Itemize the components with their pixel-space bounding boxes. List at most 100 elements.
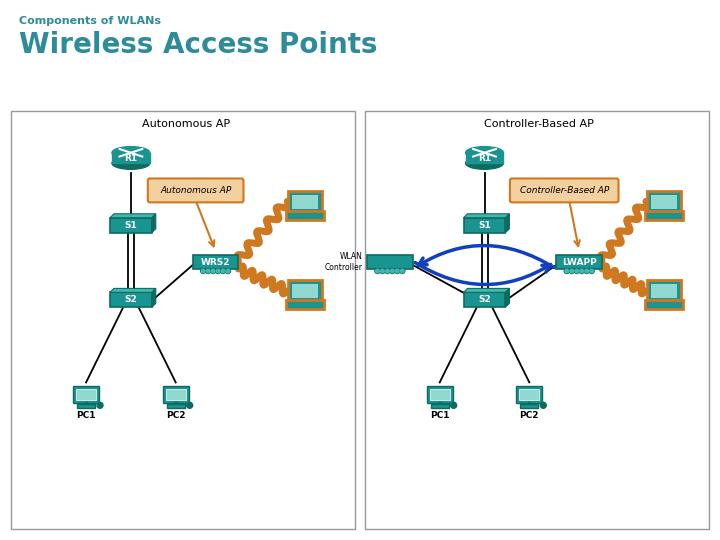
Text: PC2: PC2 xyxy=(520,411,539,420)
Text: S1: S1 xyxy=(478,221,491,230)
Ellipse shape xyxy=(112,147,150,159)
Circle shape xyxy=(97,402,103,408)
FancyBboxPatch shape xyxy=(148,179,243,202)
FancyBboxPatch shape xyxy=(288,191,322,213)
Text: R1: R1 xyxy=(478,154,491,163)
Circle shape xyxy=(206,268,210,273)
FancyBboxPatch shape xyxy=(645,300,683,309)
Circle shape xyxy=(564,268,570,273)
Circle shape xyxy=(220,268,225,273)
FancyBboxPatch shape xyxy=(464,292,505,307)
FancyBboxPatch shape xyxy=(166,389,186,400)
FancyBboxPatch shape xyxy=(365,111,708,529)
Circle shape xyxy=(380,268,385,273)
Polygon shape xyxy=(110,288,156,292)
Circle shape xyxy=(216,269,220,273)
FancyBboxPatch shape xyxy=(292,285,318,299)
FancyBboxPatch shape xyxy=(367,255,413,269)
Circle shape xyxy=(589,268,594,273)
Text: Components of WLANs: Components of WLANs xyxy=(19,16,161,26)
FancyBboxPatch shape xyxy=(73,387,99,403)
FancyBboxPatch shape xyxy=(647,191,680,213)
Circle shape xyxy=(390,268,395,273)
Circle shape xyxy=(375,268,380,273)
Circle shape xyxy=(574,268,579,273)
FancyBboxPatch shape xyxy=(651,195,677,209)
Circle shape xyxy=(226,269,230,273)
FancyBboxPatch shape xyxy=(110,218,152,233)
FancyBboxPatch shape xyxy=(287,300,324,309)
Circle shape xyxy=(390,269,394,273)
Circle shape xyxy=(211,269,215,273)
Circle shape xyxy=(540,402,546,408)
Circle shape xyxy=(186,402,193,408)
Polygon shape xyxy=(464,288,510,292)
Circle shape xyxy=(207,269,210,273)
Circle shape xyxy=(381,269,384,273)
Polygon shape xyxy=(110,214,156,218)
FancyBboxPatch shape xyxy=(557,255,602,269)
Circle shape xyxy=(590,269,593,273)
Text: S2: S2 xyxy=(478,295,491,305)
Polygon shape xyxy=(505,288,510,307)
Ellipse shape xyxy=(466,147,503,159)
Circle shape xyxy=(400,269,404,273)
Text: PC1: PC1 xyxy=(430,411,449,420)
Text: WRS2: WRS2 xyxy=(201,258,230,267)
Circle shape xyxy=(386,269,390,273)
FancyBboxPatch shape xyxy=(431,404,449,408)
FancyBboxPatch shape xyxy=(510,179,618,202)
Text: PC1: PC1 xyxy=(76,411,96,420)
Text: LWAPP: LWAPP xyxy=(562,258,597,267)
Polygon shape xyxy=(152,288,156,307)
FancyBboxPatch shape xyxy=(427,387,453,403)
Text: PC2: PC2 xyxy=(166,411,186,420)
Circle shape xyxy=(215,268,220,273)
Text: Controller-Based AP: Controller-Based AP xyxy=(485,119,594,129)
Ellipse shape xyxy=(466,157,503,170)
Circle shape xyxy=(202,269,205,273)
Circle shape xyxy=(210,268,215,273)
FancyBboxPatch shape xyxy=(519,389,539,400)
Circle shape xyxy=(221,269,225,273)
FancyBboxPatch shape xyxy=(77,404,95,408)
Ellipse shape xyxy=(112,157,150,170)
Text: Controller-Based AP: Controller-Based AP xyxy=(520,186,609,195)
Circle shape xyxy=(570,268,574,273)
Polygon shape xyxy=(464,214,510,218)
FancyBboxPatch shape xyxy=(110,292,152,307)
FancyBboxPatch shape xyxy=(521,404,539,408)
Text: S2: S2 xyxy=(125,295,138,305)
Circle shape xyxy=(201,268,206,273)
Circle shape xyxy=(575,269,578,273)
FancyBboxPatch shape xyxy=(76,389,96,400)
Bar xyxy=(112,153,150,163)
FancyBboxPatch shape xyxy=(645,211,683,220)
FancyBboxPatch shape xyxy=(287,211,324,220)
Circle shape xyxy=(376,269,379,273)
FancyBboxPatch shape xyxy=(163,387,189,403)
Text: WLAN
Controller: WLAN Controller xyxy=(325,252,363,272)
FancyBboxPatch shape xyxy=(430,389,450,400)
Circle shape xyxy=(400,268,405,273)
FancyBboxPatch shape xyxy=(193,255,238,269)
Circle shape xyxy=(451,402,456,408)
Circle shape xyxy=(580,269,583,273)
FancyBboxPatch shape xyxy=(12,111,355,529)
Circle shape xyxy=(395,268,400,273)
Bar xyxy=(466,153,503,163)
FancyBboxPatch shape xyxy=(464,218,505,233)
Circle shape xyxy=(570,269,573,273)
Circle shape xyxy=(395,269,399,273)
Text: Autonomous AP: Autonomous AP xyxy=(160,186,231,195)
FancyBboxPatch shape xyxy=(647,280,680,302)
Circle shape xyxy=(565,269,569,273)
Circle shape xyxy=(385,268,390,273)
Circle shape xyxy=(584,268,589,273)
FancyBboxPatch shape xyxy=(288,280,322,302)
FancyBboxPatch shape xyxy=(167,404,184,408)
FancyBboxPatch shape xyxy=(292,195,318,209)
Text: Autonomous AP: Autonomous AP xyxy=(142,119,230,129)
Text: R1: R1 xyxy=(125,154,138,163)
FancyBboxPatch shape xyxy=(516,387,542,403)
